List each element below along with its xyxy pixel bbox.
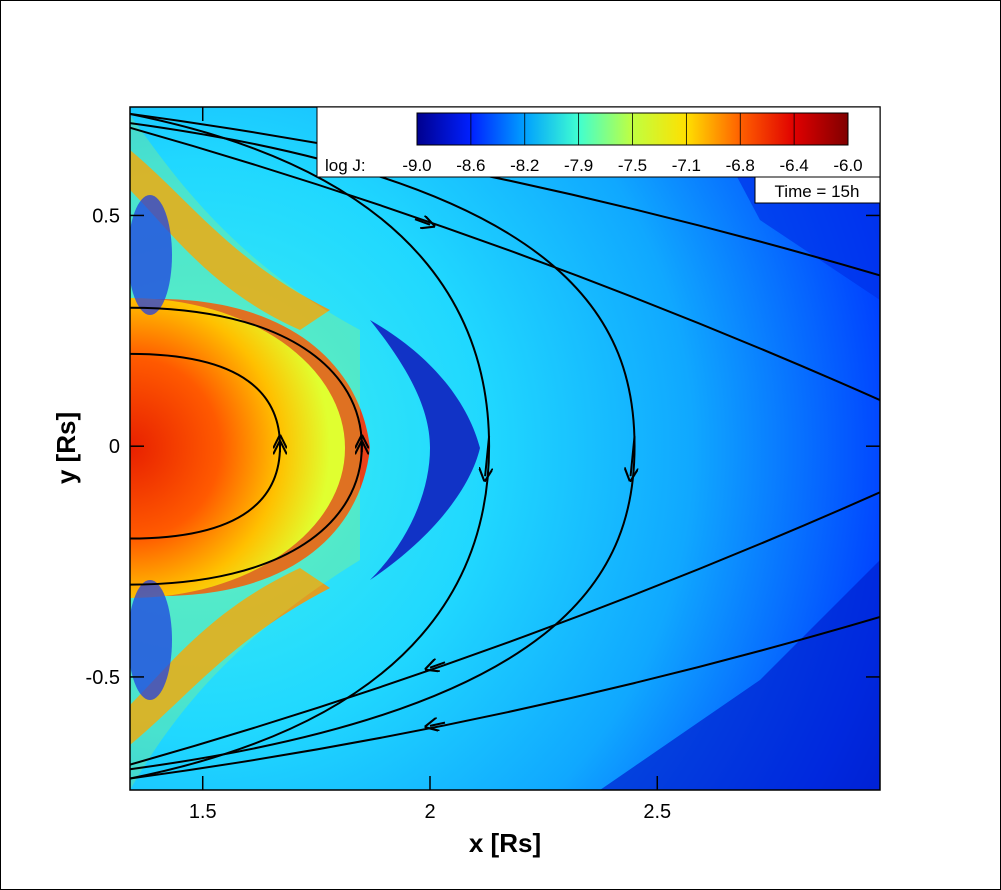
x-tick-label: 1.5 [189, 801, 217, 823]
outflow-arrow [430, 723, 446, 726]
upper-cusp-arm [130, 150, 330, 330]
y-tick-label: -0.5 [86, 667, 120, 689]
colorbar-tick-label: -6.4 [779, 156, 808, 175]
upper-pocket [130, 195, 172, 315]
outflow-line [130, 112, 880, 277]
colorbar-tick-label: -7.5 [618, 156, 647, 175]
open-line-arrow [631, 436, 635, 476]
lower-cusp-arm [130, 568, 330, 745]
colorbar-title: log J: [325, 156, 366, 175]
outflow-line [130, 126, 880, 401]
outflow-line [130, 491, 880, 766]
heatmap-field [130, 107, 880, 790]
outflow-arrow [430, 662, 446, 667]
core-region [130, 298, 345, 598]
colorbar-ticks: -9.0 -8.6 -8.2 -7.9 -7.5 -7.1 -6.8 -6.4 -6.0 [402, 113, 863, 175]
field-lines [130, 112, 880, 780]
dark-lower-right [600, 560, 880, 790]
colorbar-tick-label: -6.8 [726, 156, 755, 175]
y-axis-title: y [Rs] [51, 412, 81, 484]
x-axis-title: x [Rs] [469, 828, 541, 858]
x-tick-label: 2 [424, 801, 435, 823]
y-tick-label: 0.5 [92, 205, 120, 227]
open-line-arrow [485, 436, 489, 476]
colorbar-tick-label: -7.1 [672, 156, 701, 175]
y-tick-label: 0 [109, 436, 120, 458]
colorbar-tick-label: -8.6 [456, 156, 485, 175]
colorbar-legend: -9.0 -8.6 -8.2 -7.9 -7.5 -7.1 -6.8 -6.4 -6.0 log… [316, 106, 881, 178]
x-tick-label: 2.5 [643, 801, 671, 823]
colorbar-tick-label: -8.2 [510, 156, 539, 175]
outflow-line [130, 615, 880, 780]
time-box-bg [754, 176, 881, 204]
time-box: Time = 15h [754, 176, 881, 204]
dark-crescent [370, 320, 480, 580]
outflow-arrow [414, 219, 430, 224]
colorbar-tick-label: -9.0 [402, 156, 431, 175]
colorbar-tick-label: -6.0 [833, 156, 862, 175]
time-label: Time = 15h [775, 182, 860, 201]
lower-pocket [130, 580, 172, 700]
colorbar-tick-label: -7.9 [564, 156, 593, 175]
